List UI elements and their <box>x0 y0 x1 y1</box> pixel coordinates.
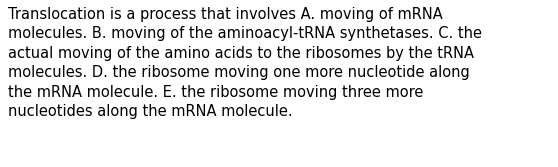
Text: Translocation is a process that involves A. moving of mRNA
molecules. B. moving : Translocation is a process that involves… <box>8 7 482 119</box>
